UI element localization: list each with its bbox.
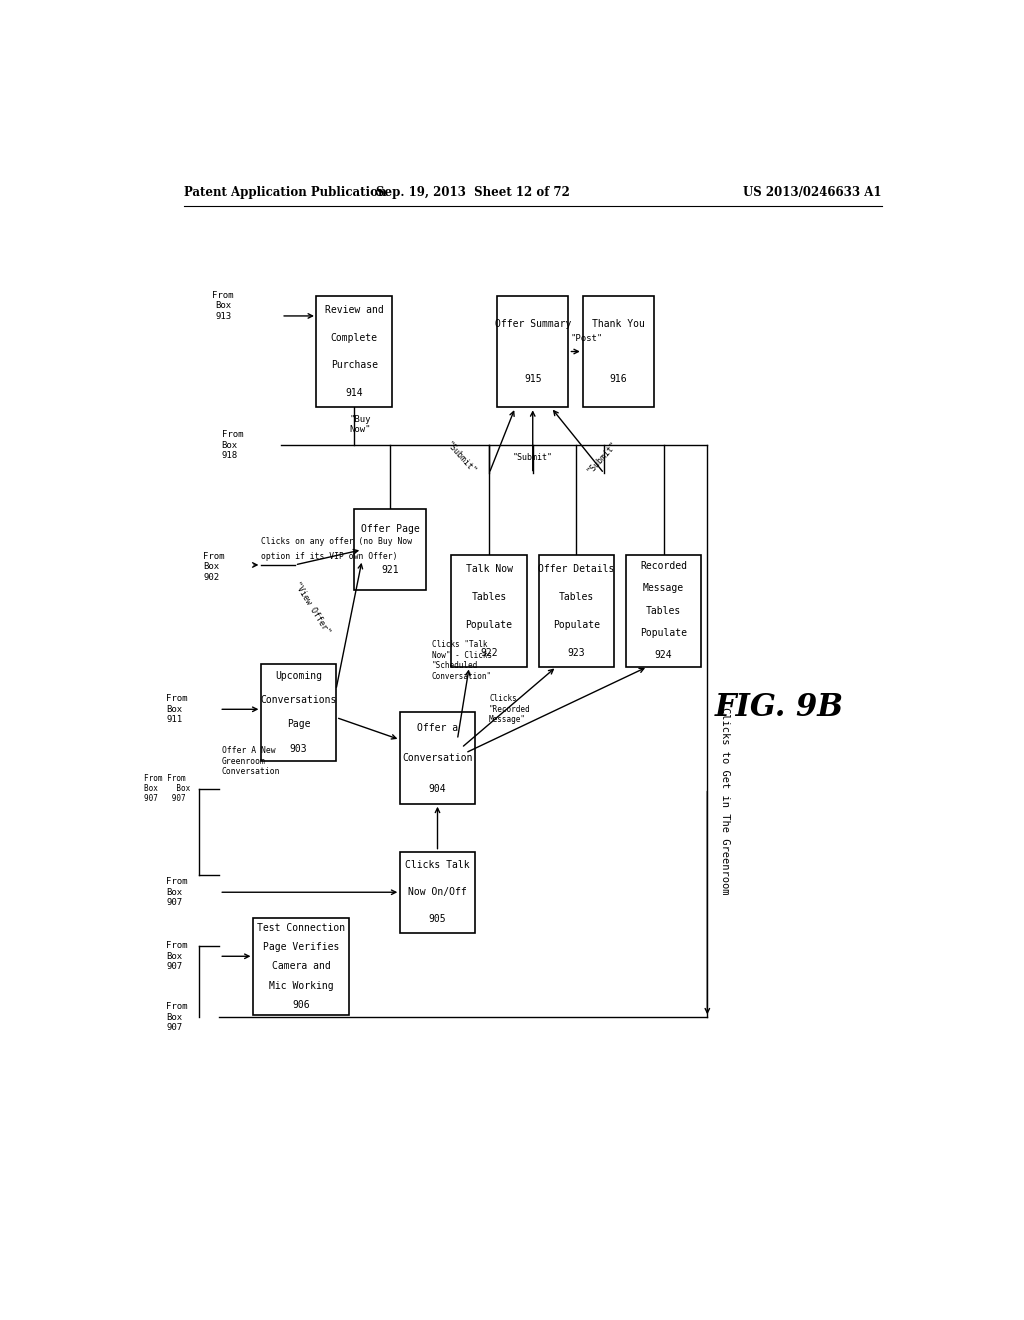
Bar — [253, 919, 348, 1015]
Text: 923: 923 — [567, 648, 585, 657]
Text: Clicks Talk: Clicks Talk — [406, 861, 470, 870]
Text: 903: 903 — [290, 743, 307, 754]
Text: Review and: Review and — [325, 305, 384, 314]
Text: "Buy
Now": "Buy Now" — [350, 414, 372, 434]
Text: From
Box
911: From Box 911 — [166, 694, 187, 725]
Text: Page Verifies: Page Verifies — [263, 942, 339, 952]
Text: From
Box
902: From Box 902 — [204, 552, 225, 582]
Bar — [261, 664, 336, 760]
Text: From
Box
907: From Box 907 — [166, 941, 187, 972]
Text: Clicks to Get in The Greenroom: Clicks to Get in The Greenroom — [720, 708, 730, 895]
Text: Test Connection: Test Connection — [257, 923, 345, 933]
Text: Tables: Tables — [471, 591, 507, 602]
Text: Purchase: Purchase — [331, 360, 378, 371]
Text: Populate: Populate — [640, 628, 687, 638]
Text: Recorded: Recorded — [640, 561, 687, 572]
Bar — [316, 296, 392, 408]
Text: Complete: Complete — [331, 333, 378, 343]
Text: Upcoming: Upcoming — [275, 671, 323, 681]
Text: Populate: Populate — [466, 619, 513, 630]
Text: From From
Box    Box
907   907: From From Box Box 907 907 — [143, 774, 190, 804]
Text: Tables: Tables — [559, 591, 594, 602]
Text: Offer Details: Offer Details — [539, 564, 614, 574]
Text: 914: 914 — [345, 388, 362, 399]
Text: Message: Message — [643, 583, 684, 593]
Text: 915: 915 — [524, 375, 542, 384]
Text: Thank You: Thank You — [592, 318, 645, 329]
Text: Populate: Populate — [553, 619, 600, 630]
Text: Conversations: Conversations — [260, 696, 337, 705]
Text: Camera and: Camera and — [271, 961, 331, 972]
Text: 904: 904 — [429, 784, 446, 793]
Text: 916: 916 — [609, 375, 628, 384]
Text: Conversation: Conversation — [402, 754, 473, 763]
Text: From
Box
907: From Box 907 — [166, 1002, 187, 1032]
Text: From
Box
907: From Box 907 — [166, 878, 187, 907]
Bar — [539, 554, 614, 667]
Text: Offer A New
Greenroom
Conversation: Offer A New Greenroom Conversation — [221, 746, 281, 776]
Bar — [497, 296, 568, 408]
Text: Sep. 19, 2013  Sheet 12 of 72: Sep. 19, 2013 Sheet 12 of 72 — [376, 186, 570, 199]
Bar — [452, 554, 526, 667]
Bar — [626, 554, 701, 667]
Text: Page: Page — [287, 719, 310, 730]
Bar — [583, 296, 654, 408]
Text: From
Box
918: From Box 918 — [221, 430, 243, 459]
Text: "View Offer": "View Offer" — [293, 579, 332, 635]
Text: Offer a: Offer a — [417, 722, 458, 733]
Text: From
Box
913: From Box 913 — [213, 290, 233, 321]
Bar — [354, 510, 426, 590]
Text: 922: 922 — [480, 648, 498, 657]
Text: FIG. 9B: FIG. 9B — [715, 692, 843, 723]
Bar — [399, 713, 475, 804]
Text: "Post": "Post" — [570, 334, 603, 343]
Text: Clicks
"Recorded
Message": Clicks "Recorded Message" — [489, 694, 530, 725]
Text: Tables: Tables — [646, 606, 681, 615]
Text: Clicks "Talk
Now" - Clicks
"Scheduled
Conversation": Clicks "Talk Now" - Clicks "Scheduled Co… — [432, 640, 493, 681]
Text: option if its VIP own Offer): option if its VIP own Offer) — [261, 552, 398, 561]
Text: Talk Now: Talk Now — [466, 564, 513, 574]
Text: 906: 906 — [292, 1001, 310, 1010]
Text: Mic Working: Mic Working — [268, 981, 334, 991]
Text: Offer Summary: Offer Summary — [495, 318, 571, 329]
Bar — [399, 851, 475, 933]
Text: US 2013/0246633 A1: US 2013/0246633 A1 — [743, 186, 882, 199]
Text: Patent Application Publication: Patent Application Publication — [183, 186, 386, 199]
Text: 905: 905 — [429, 915, 446, 924]
Text: Now On/Off: Now On/Off — [409, 887, 467, 898]
Text: 921: 921 — [381, 565, 398, 576]
Text: "Submit": "Submit" — [513, 453, 553, 462]
Text: 924: 924 — [655, 651, 673, 660]
Text: "Submit": "Submit" — [444, 441, 478, 477]
Text: Offer Page: Offer Page — [360, 524, 419, 535]
Text: "Submit": "Submit" — [585, 440, 618, 475]
Text: Clicks on any offer (no Buy Now: Clicks on any offer (no Buy Now — [261, 537, 413, 546]
